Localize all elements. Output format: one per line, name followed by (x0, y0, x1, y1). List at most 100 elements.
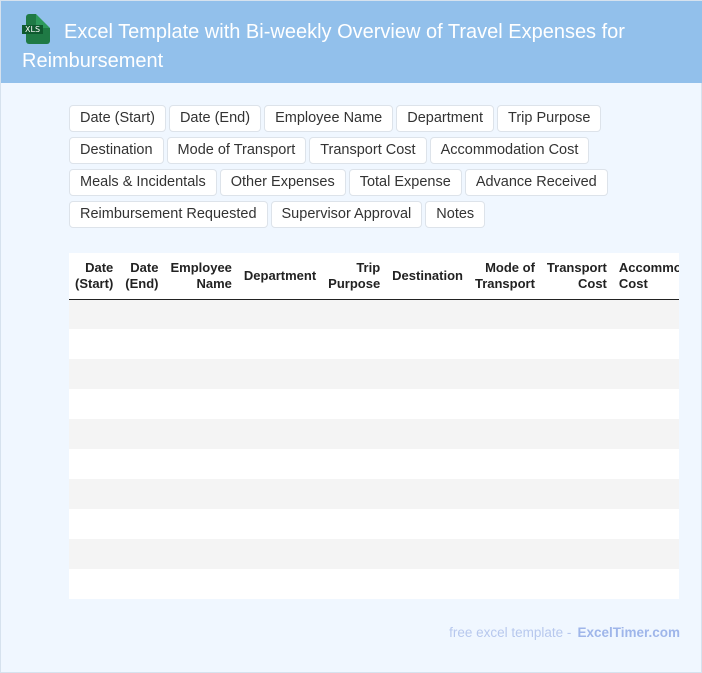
table-cell[interactable] (164, 449, 237, 479)
table-cell[interactable] (612, 359, 679, 389)
table-cell[interactable] (69, 509, 119, 539)
table-cell[interactable] (237, 299, 323, 329)
table-cell[interactable] (468, 359, 541, 389)
table-cell[interactable] (613, 329, 679, 359)
table-cell[interactable] (541, 569, 613, 599)
column-tag[interactable]: Department (396, 105, 495, 132)
table-cell[interactable] (237, 359, 323, 389)
table-cell[interactable] (164, 419, 238, 449)
table-cell[interactable] (119, 359, 165, 389)
table-cell[interactable] (612, 299, 679, 329)
table-cell[interactable] (469, 449, 541, 479)
table-cell[interactable] (238, 509, 322, 539)
table-cell[interactable] (386, 449, 469, 479)
table-cell[interactable] (469, 569, 541, 599)
column-tag[interactable]: Reimbursement Requested (69, 201, 268, 228)
table-cell[interactable] (322, 539, 387, 569)
table-cell[interactable] (69, 359, 120, 389)
table-cell[interactable] (322, 509, 386, 539)
table-cell[interactable] (468, 479, 541, 509)
table-cell[interactable] (69, 479, 120, 509)
table-cell[interactable] (69, 299, 120, 329)
table-cell[interactable] (238, 569, 322, 599)
table-cell[interactable] (386, 389, 469, 419)
table-cell[interactable] (69, 569, 119, 599)
table-cell[interactable] (469, 329, 541, 359)
table-cell[interactable] (164, 389, 237, 419)
column-tag[interactable]: Employee Name (264, 105, 394, 132)
table-cell[interactable] (540, 359, 613, 389)
table-cell[interactable] (164, 569, 237, 599)
column-tag[interactable]: Supervisor Approval (270, 201, 423, 228)
table-cell[interactable] (468, 299, 541, 329)
table-cell[interactable] (613, 509, 679, 539)
table-cell[interactable] (540, 419, 613, 449)
table-cell[interactable] (322, 419, 387, 449)
column-tag[interactable]: Total Expense (348, 169, 462, 196)
column-tag[interactable]: Other Expenses (219, 169, 346, 196)
column-tag[interactable]: Advance Received (464, 169, 608, 196)
table-cell[interactable] (386, 299, 469, 329)
table-cell[interactable] (386, 569, 469, 599)
table-cell[interactable] (613, 449, 679, 479)
table-cell[interactable] (119, 449, 164, 479)
table-cell[interactable] (164, 539, 238, 569)
table-cell[interactable] (322, 329, 386, 359)
table-cell[interactable] (613, 569, 679, 599)
table-cell[interactable] (468, 539, 541, 569)
column-tag[interactable]: Date (End) (168, 105, 262, 132)
table-cell[interactable] (386, 539, 469, 569)
column-tag[interactable]: Notes (425, 201, 486, 228)
table-cell[interactable] (119, 569, 164, 599)
table-cell[interactable] (322, 479, 387, 509)
table-cell[interactable] (322, 299, 387, 329)
table-cell[interactable] (386, 419, 469, 449)
table-cell[interactable] (119, 419, 165, 449)
table-cell[interactable] (119, 299, 165, 329)
table-cell[interactable] (238, 329, 322, 359)
table-cell[interactable] (541, 329, 613, 359)
table-cell[interactable] (238, 389, 322, 419)
table-scroll-container[interactable]: Date (Start) Date (End) Employee Name Depar… (69, 253, 679, 599)
table-cell[interactable] (164, 359, 238, 389)
table-cell[interactable] (237, 539, 323, 569)
table-cell[interactable] (164, 329, 237, 359)
column-tag[interactable]: Meals & Incidentals (69, 169, 217, 196)
table-cell[interactable] (237, 419, 323, 449)
footer-brand-link[interactable]: ExcelTimer.com (577, 625, 680, 640)
table-cell[interactable] (237, 479, 323, 509)
table-cell[interactable] (541, 389, 613, 419)
table-cell[interactable] (386, 359, 469, 389)
table-cell[interactable] (386, 479, 469, 509)
table-cell[interactable] (164, 299, 238, 329)
column-tag[interactable]: Transport Cost (309, 137, 427, 164)
table-cell[interactable] (238, 449, 322, 479)
table-cell[interactable] (69, 539, 120, 569)
table-cell[interactable] (322, 569, 386, 599)
table-cell[interactable] (540, 299, 613, 329)
table-cell[interactable] (613, 389, 679, 419)
table-cell[interactable] (612, 479, 679, 509)
column-tag[interactable]: Mode of Transport (166, 137, 307, 164)
table-cell[interactable] (119, 389, 164, 419)
table-cell[interactable] (69, 329, 119, 359)
table-cell[interactable] (386, 509, 469, 539)
table-cell[interactable] (119, 539, 165, 569)
table-cell[interactable] (322, 359, 387, 389)
table-cell[interactable] (469, 389, 541, 419)
column-tag[interactable]: Date (Start) (69, 105, 166, 132)
table-cell[interactable] (541, 449, 613, 479)
table-cell[interactable] (322, 389, 386, 419)
table-cell[interactable] (322, 449, 386, 479)
table-cell[interactable] (468, 419, 541, 449)
table-cell[interactable] (119, 479, 165, 509)
table-cell[interactable] (164, 509, 237, 539)
table-cell[interactable] (164, 479, 238, 509)
table-cell[interactable] (69, 389, 119, 419)
table-cell[interactable] (540, 539, 613, 569)
table-cell[interactable] (386, 329, 469, 359)
column-tag[interactable]: Destination (69, 137, 164, 164)
table-cell[interactable] (541, 509, 613, 539)
table-cell[interactable] (69, 419, 120, 449)
column-tag[interactable]: Trip Purpose (497, 105, 602, 132)
